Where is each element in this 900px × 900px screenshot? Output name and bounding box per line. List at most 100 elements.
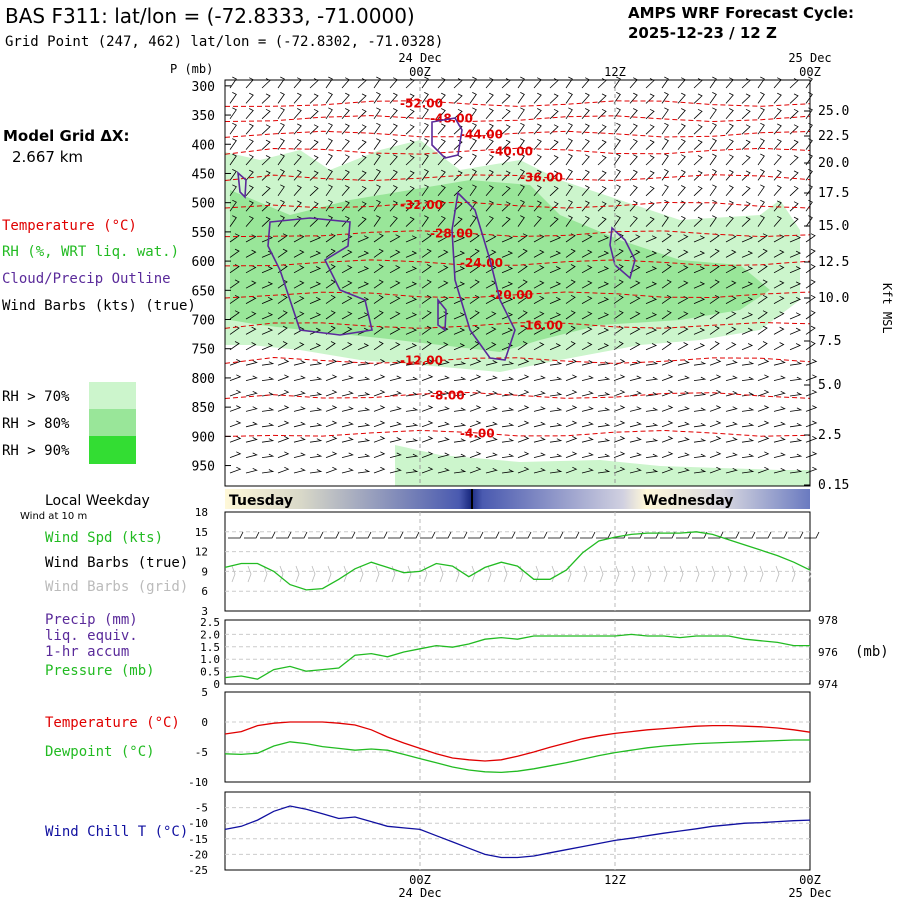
wind-barb — [773, 265, 785, 274]
wind-barb — [517, 359, 530, 366]
wind-barb — [533, 295, 545, 304]
wind-barb — [405, 376, 419, 381]
wind-barb — [373, 122, 381, 135]
wind-barb — [469, 294, 480, 304]
wind-barb — [693, 266, 706, 274]
wind-barb — [261, 407, 275, 412]
wind-barb-grid — [695, 565, 700, 583]
precip-tick-label: 2.5 — [200, 616, 220, 629]
wind-barb — [629, 311, 641, 320]
wind-barb — [389, 406, 402, 412]
temperature-contour — [224, 174, 811, 182]
temperature-contour — [224, 115, 811, 123]
wind-barb — [709, 405, 722, 412]
pressure-tick-label: 300 — [192, 80, 215, 95]
pressure-tick-label: 900 — [192, 430, 215, 445]
wind-barb — [293, 437, 306, 443]
wind-barb — [485, 265, 497, 274]
precip-tick-label: 2.0 — [200, 628, 220, 641]
wind-barb — [709, 389, 722, 397]
wind-barb — [229, 184, 237, 197]
wind-barb — [517, 233, 528, 243]
wind-barb-true — [516, 531, 532, 539]
wind-barb — [357, 139, 367, 150]
wind-barb — [533, 390, 546, 397]
wind-barb — [421, 122, 429, 135]
wind-barb — [245, 390, 258, 397]
wind-barb — [581, 215, 590, 227]
wind-barb — [565, 248, 576, 258]
wind-barb — [757, 169, 765, 181]
wind-barb — [533, 342, 545, 351]
wind-barb — [373, 107, 381, 120]
wind-barbs-10m — [228, 531, 820, 583]
wind-barb — [533, 200, 542, 212]
value-tick-label: -10 — [188, 776, 208, 789]
wind-barb — [469, 451, 482, 458]
wind-barb — [677, 108, 686, 120]
temperature-contour — [224, 100, 811, 107]
value-tick-label: -25 — [188, 864, 208, 877]
wind-barb-true — [772, 531, 788, 539]
wind-barb — [421, 359, 434, 366]
wind-barb — [613, 107, 621, 120]
wind-barb — [517, 389, 530, 397]
wind-barb — [533, 92, 542, 104]
wind-barb — [325, 138, 333, 150]
wind-barb — [709, 436, 722, 443]
wind-barb — [277, 248, 288, 258]
wind-barb — [661, 279, 672, 289]
wind-barb — [693, 296, 706, 304]
wind-barb — [437, 437, 450, 443]
wind-barb — [677, 452, 690, 458]
wind-barb — [469, 107, 477, 120]
wind-barb — [485, 452, 498, 458]
wind-barb — [757, 184, 765, 197]
wind-barb — [229, 294, 240, 304]
wind-barb-true — [228, 531, 244, 539]
wind-barb — [661, 199, 669, 212]
wind-barb — [261, 216, 271, 227]
wind-barb — [309, 327, 322, 335]
wind-barb — [373, 92, 381, 104]
wind-barb — [325, 279, 336, 289]
wind-barb — [229, 279, 240, 289]
wind-barb — [741, 185, 751, 197]
wind-barb-grid — [711, 565, 716, 583]
wind-barb — [533, 108, 542, 120]
wind-barb — [805, 264, 816, 274]
wind-barb — [597, 453, 611, 458]
top-date-label: 24 Dec — [398, 51, 441, 65]
wind-barb-true — [404, 531, 420, 539]
wind-barb — [373, 359, 386, 366]
wind-barb — [645, 376, 659, 381]
wind-barb — [661, 359, 674, 366]
wind-barb — [373, 294, 384, 304]
wind-barb — [565, 107, 573, 120]
temperature-contour-label: -12.00 — [400, 353, 443, 367]
wind-barb — [805, 199, 813, 212]
wind-barb — [645, 438, 659, 443]
wind-barb — [437, 467, 450, 474]
temperature-contour-label: -24.00 — [460, 256, 503, 270]
wind-barb — [325, 122, 333, 135]
wind-barb — [373, 466, 386, 474]
wind-barb — [581, 280, 593, 289]
wind-barb — [501, 312, 514, 320]
wind-barb-true — [612, 531, 628, 539]
wind-barb — [517, 451, 530, 458]
wind-barb — [565, 169, 573, 181]
wind-barb — [533, 437, 546, 443]
wind-barb — [501, 170, 511, 181]
wind-barb — [757, 359, 770, 366]
wind-barb — [613, 405, 626, 412]
wind-barb — [485, 295, 497, 304]
wind-barb-grid — [407, 565, 412, 583]
wind-barb — [245, 375, 258, 381]
wind-barb — [533, 375, 546, 381]
wind-barb — [725, 467, 738, 474]
wind-barb — [453, 93, 463, 104]
wind-barb — [517, 215, 525, 227]
wind-barb — [309, 185, 319, 197]
wind-barb — [693, 453, 707, 458]
